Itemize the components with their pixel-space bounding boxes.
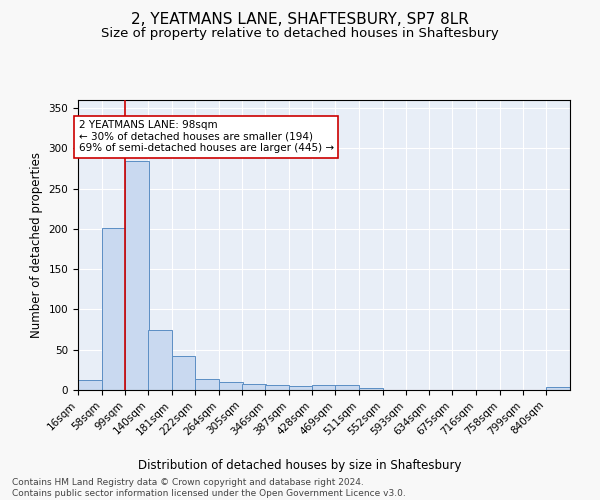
Bar	[172, 356, 196, 390]
Text: Distribution of detached houses by size in Shaftesbury: Distribution of detached houses by size …	[138, 460, 462, 472]
Bar	[148, 330, 172, 390]
Bar	[289, 386, 313, 390]
Text: 2 YEATMANS LANE: 98sqm
← 30% of detached houses are smaller (194)
69% of semi-de: 2 YEATMANS LANE: 98sqm ← 30% of detached…	[79, 120, 334, 154]
Bar	[125, 161, 149, 390]
Bar	[335, 385, 359, 390]
Y-axis label: Number of detached properties: Number of detached properties	[30, 152, 43, 338]
Bar	[242, 384, 266, 390]
Bar	[546, 387, 570, 390]
Bar	[195, 378, 219, 390]
Text: Size of property relative to detached houses in Shaftesbury: Size of property relative to detached ho…	[101, 28, 499, 40]
Text: 2, YEATMANS LANE, SHAFTESBURY, SP7 8LR: 2, YEATMANS LANE, SHAFTESBURY, SP7 8LR	[131, 12, 469, 28]
Bar	[78, 380, 101, 390]
Bar	[265, 385, 289, 390]
Bar	[359, 388, 383, 390]
Bar	[312, 385, 336, 390]
Bar	[102, 228, 125, 390]
Text: Contains HM Land Registry data © Crown copyright and database right 2024.
Contai: Contains HM Land Registry data © Crown c…	[12, 478, 406, 498]
Bar	[219, 382, 242, 390]
